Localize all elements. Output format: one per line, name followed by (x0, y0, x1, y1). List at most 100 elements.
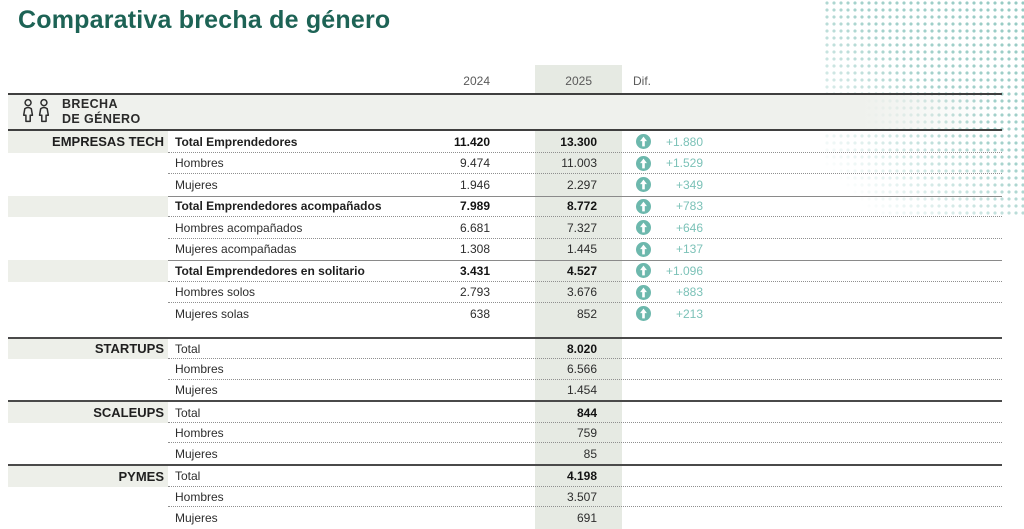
row-label: Mujeres (175, 177, 218, 192)
dif-value: +646 (675, 220, 703, 235)
value-2025: 844 (576, 405, 597, 420)
value-2025: 13.300 (560, 134, 597, 149)
section-label: EMPRESAS TECH (8, 131, 168, 153)
dif-value: +213 (675, 306, 703, 321)
table-row: Mujeres 85 (8, 443, 1002, 464)
table-row: Mujeres 1.946 2.297 +349 (8, 174, 1002, 196)
table-row: Hombres 3.507 (8, 487, 1002, 508)
row-label: Total (175, 341, 201, 356)
value-2025: 7.327 (566, 220, 597, 235)
section-label (8, 217, 168, 239)
row-label: Hombres solos (175, 285, 256, 300)
section-label (8, 487, 168, 508)
value-2025: 2.297 (566, 177, 597, 192)
row-label: Hombres acompañados (175, 220, 303, 235)
column-header-row: 2024 2025 Dif. (8, 65, 1002, 95)
dif-value: +1.529 (665, 156, 703, 171)
table-body: EMPRESAS TECH Total Emprendedores 11.420… (8, 131, 1002, 528)
section-label (8, 174, 168, 196)
value-2025: 852 (576, 306, 597, 321)
dif-icon-cell (597, 241, 659, 257)
row-label: Mujeres (175, 382, 218, 397)
section-label (8, 239, 168, 261)
dif-value: +883 (675, 285, 703, 300)
up-arrow-circle-icon (636, 155, 651, 171)
value-2024: 6.681 (459, 220, 490, 235)
section-divider-line (8, 400, 1002, 403)
row-label: Hombres (175, 426, 224, 441)
up-arrow-circle-icon (636, 263, 651, 279)
section-divider-line (8, 336, 1002, 339)
section-label (8, 153, 168, 175)
value-2024: 11.420 (453, 134, 490, 149)
row-label: Hombres (175, 489, 224, 504)
dif-icon-cell (597, 263, 659, 279)
value-2024: 1.946 (459, 177, 490, 192)
up-arrow-circle-icon (636, 134, 651, 150)
dif-icon-cell (597, 134, 659, 150)
section-label (8, 195, 168, 217)
table-row: Hombres 6.566 (8, 359, 1002, 380)
table-row: Mujeres acompañadas 1.308 1.445 +137 (8, 239, 1002, 261)
section-divider-line (8, 464, 1002, 467)
row-label: Mujeres acompañadas (175, 242, 297, 257)
value-2025: 8.772 (566, 199, 597, 214)
dif-icon-cell (597, 177, 659, 193)
section-label (8, 380, 168, 401)
row-label: Mujeres (175, 446, 218, 461)
value-2025: 759 (576, 426, 597, 441)
value-2025: 3.507 (566, 489, 597, 504)
section-label: SCALEUPS (8, 402, 168, 423)
dif-icon-cell (597, 155, 659, 171)
header-label-line1: BRECHA (62, 97, 118, 111)
up-arrow-circle-icon (636, 284, 651, 300)
value-2024: 638 (469, 306, 490, 321)
table-row: Mujeres 1.454 (8, 380, 1002, 401)
table-row: SCALEUPS Total 844 (8, 402, 1002, 423)
dif-icon-cell (597, 306, 659, 322)
table-row: Hombres 9.474 11.003 +1.529 (8, 153, 1002, 175)
dif-value: +1.880 (665, 134, 703, 149)
gender-gap-comparison-table: 2024 2025 Dif. BRECHA DE GÉNERO EMPRESAS… (8, 65, 1002, 529)
value-2025: 6.566 (566, 362, 597, 377)
table-row: Mujeres 691 (8, 507, 1002, 528)
section-label (8, 260, 168, 282)
table-row: PYMES Total 4.198 (8, 466, 1002, 487)
value-2025: 8.020 (566, 341, 597, 356)
up-arrow-circle-icon (636, 220, 651, 236)
section-label (8, 359, 168, 380)
value-2024: 3.431 (459, 263, 490, 278)
value-2024: 2.793 (459, 285, 490, 300)
row-label: Total (175, 469, 201, 484)
section-label: STARTUPS (8, 338, 168, 360)
column-header-dif: Dif. (633, 74, 651, 88)
dif-value: +1.096 (665, 263, 703, 278)
row-label: Total Emprendedores en solitario (175, 263, 365, 278)
section-label (8, 282, 168, 304)
header-label-line2: DE GÉNERO (62, 112, 141, 126)
column-header-2024: 2024 (463, 74, 490, 88)
row-label: Total (175, 405, 201, 420)
section-label (8, 303, 168, 325)
dif-value: +783 (675, 199, 703, 214)
page-title: Comparativa brecha de género (18, 6, 391, 34)
value-2024: 7.989 (459, 199, 490, 214)
value-2025: 1.454 (566, 382, 597, 397)
up-arrow-circle-icon (636, 306, 651, 322)
gender-gap-header-bar: BRECHA DE GÉNERO (8, 95, 1002, 131)
table-row: Hombres acompañados 6.681 7.327 +646 (8, 217, 1002, 239)
section-gap (8, 325, 1002, 337)
value-2025: 85 (583, 446, 597, 461)
dif-icon-cell (597, 198, 659, 214)
table-row: Total Emprendedores acompañados 7.989 8.… (8, 195, 1002, 217)
table-row: STARTUPS Total 8.020 (8, 338, 1002, 360)
up-arrow-circle-icon (636, 241, 651, 257)
row-label: Mujeres (175, 510, 218, 525)
table-row: Mujeres solas 638 852 +213 (8, 303, 1002, 325)
section-label (8, 507, 168, 528)
value-2025: 1.445 (566, 242, 597, 257)
gender-gap-header-label: BRECHA DE GÉNERO (62, 97, 141, 127)
table-row: Hombres solos 2.793 3.676 +883 (8, 282, 1002, 304)
section-label (8, 423, 168, 444)
